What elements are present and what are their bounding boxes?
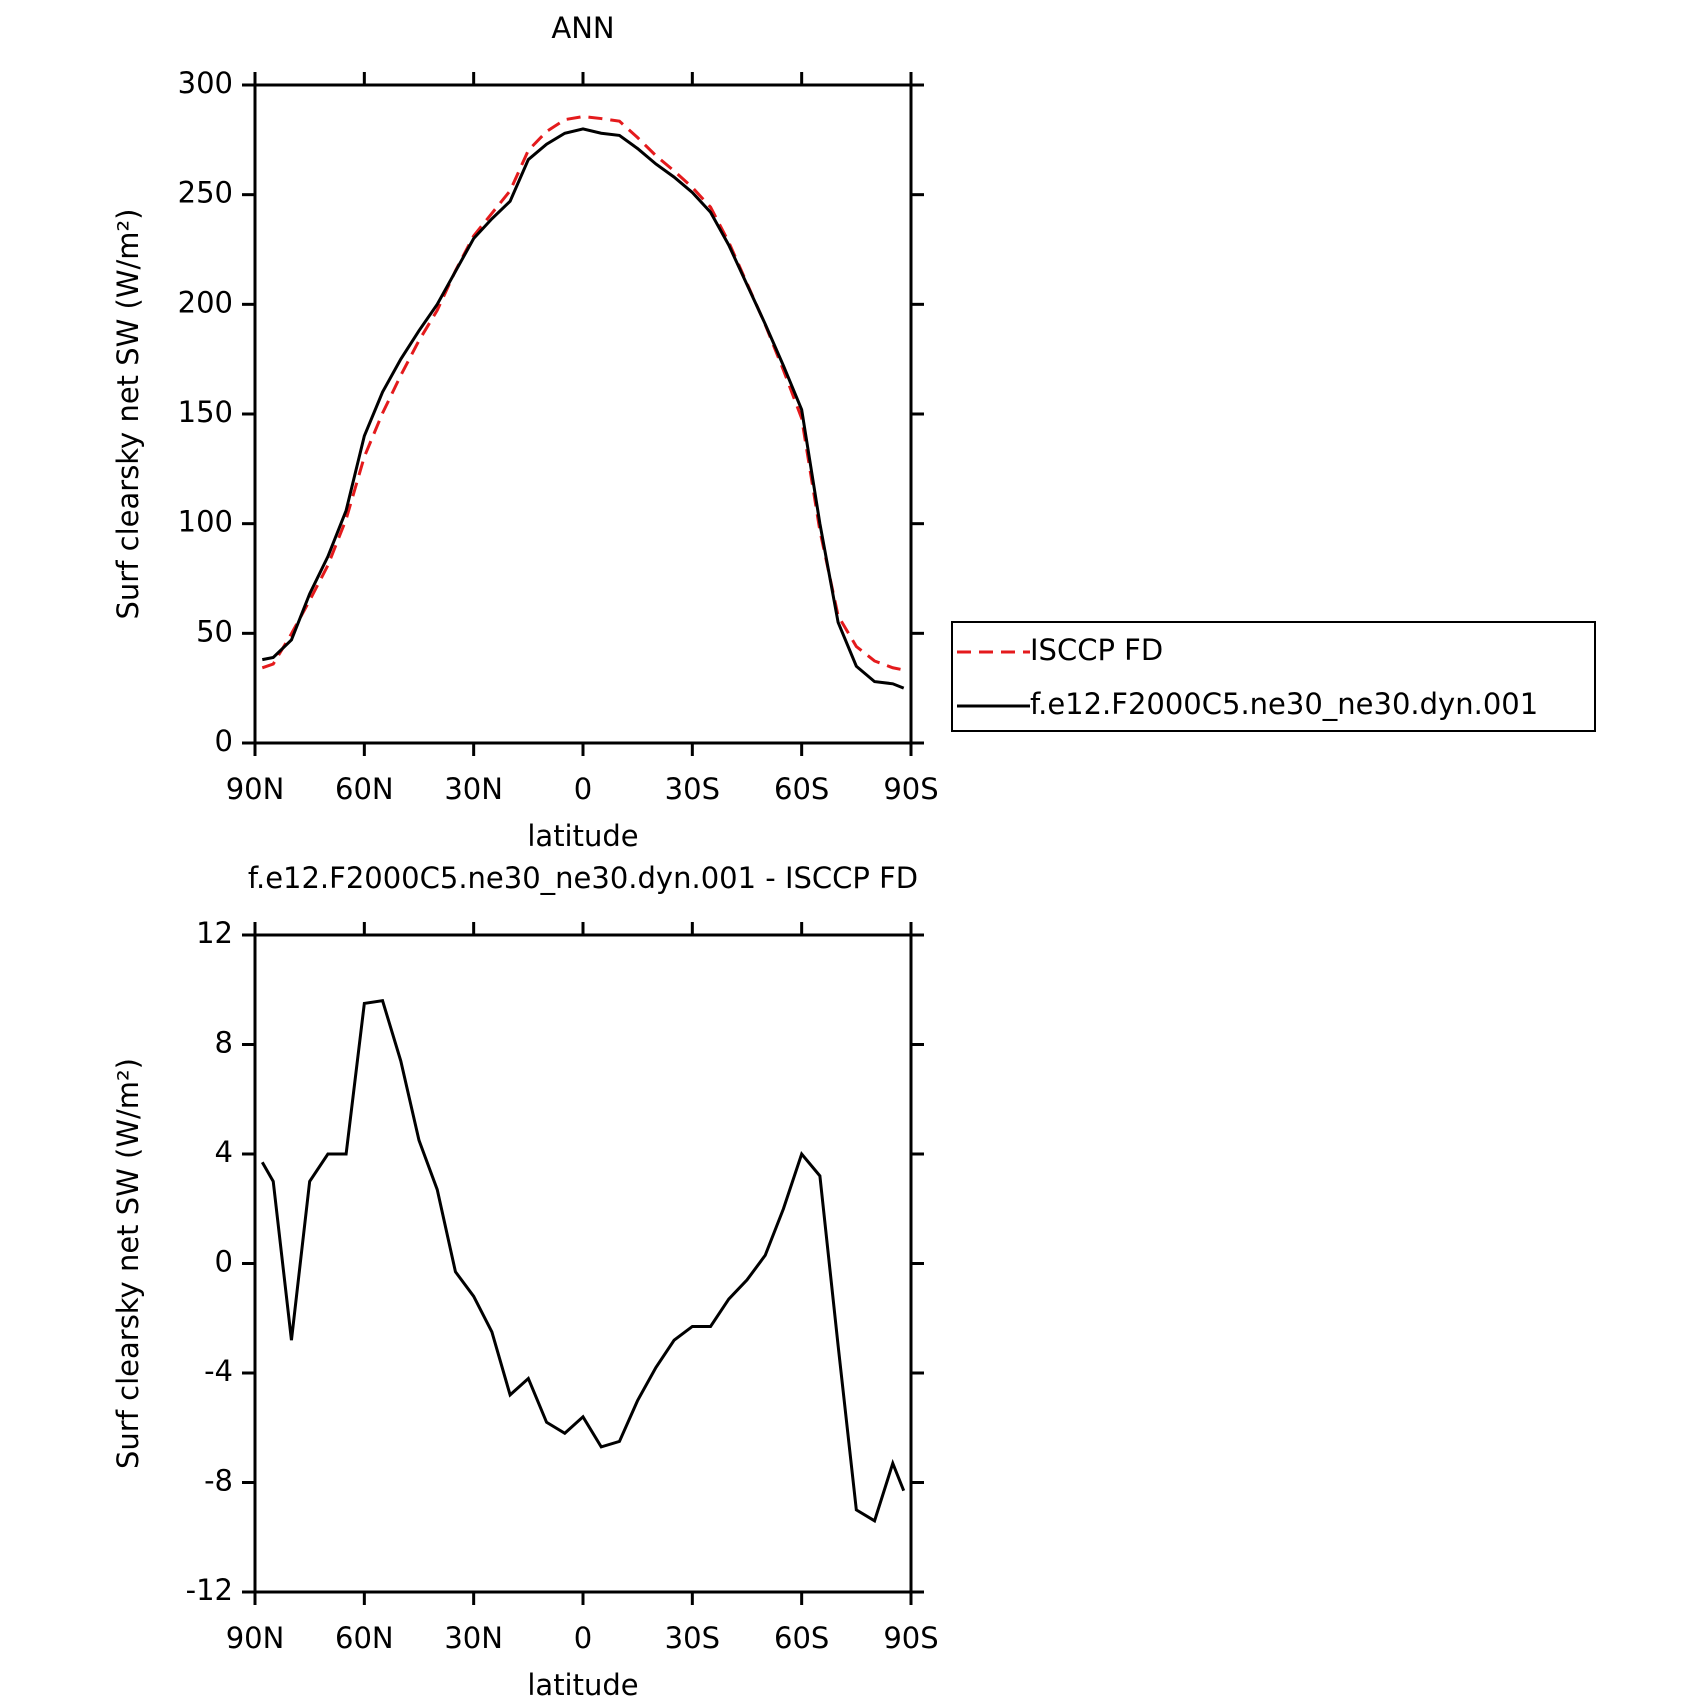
x-axis-label: latitude	[527, 819, 638, 853]
y-tick-label: 8	[215, 1026, 233, 1060]
x-tick-label: 90N	[226, 1621, 285, 1655]
x-tick-label: 60N	[335, 772, 394, 806]
y-tick-label: -4	[204, 1354, 233, 1388]
x-tick-label: 90N	[226, 772, 285, 806]
x-tick-label: 0	[574, 772, 592, 806]
y-tick-label: -12	[186, 1573, 233, 1607]
x-tick-label: 30N	[444, 1621, 503, 1655]
y-tick-label: 50	[196, 614, 233, 648]
data-line	[261, 127, 905, 690]
legend-box	[951, 621, 1596, 732]
x-tick-label: 90S	[883, 772, 938, 806]
y-tick-label: 100	[178, 505, 233, 539]
x-tick-label: 60N	[335, 1621, 394, 1655]
plot-frame	[253, 83, 913, 745]
chart-title: ANN	[551, 11, 614, 45]
x-tick-label: 0	[574, 1621, 592, 1655]
x-tick-label: 60S	[774, 772, 829, 806]
x-tick-label: 30N	[444, 772, 503, 806]
legend-label: ISCCP FD	[1030, 633, 1163, 667]
y-tick-label: 150	[178, 395, 233, 429]
y-tick-label: 0	[215, 724, 233, 758]
x-axis-label: latitude	[527, 1668, 638, 1702]
legend-label: f.e12.F2000C5.ne30_ne30.dyn.001	[1030, 687, 1538, 721]
x-tick-label: 30S	[665, 772, 720, 806]
data-line	[261, 115, 905, 672]
y-tick-label: -8	[204, 1464, 233, 1498]
y-axis-label: Surf clearsky net SW (W/m²)	[111, 209, 145, 620]
y-tick-label: 300	[178, 66, 233, 100]
chart-title: f.e12.F2000C5.ne30_ne30.dyn.001 - ISCCP …	[248, 861, 918, 895]
y-axis-label: Surf clearsky net SW (W/m²)	[111, 1058, 145, 1469]
x-tick-label: 60S	[774, 1621, 829, 1655]
data-line	[260, 999, 906, 1524]
y-tick-label: 12	[196, 916, 233, 950]
x-tick-label: 90S	[883, 1621, 938, 1655]
y-tick-label: 200	[178, 285, 233, 319]
y-tick-label: 250	[178, 176, 233, 210]
y-tick-label: 0	[215, 1245, 233, 1279]
y-tick-label: 4	[215, 1135, 233, 1169]
x-tick-label: 30S	[665, 1621, 720, 1655]
plot-frame	[253, 933, 913, 1594]
